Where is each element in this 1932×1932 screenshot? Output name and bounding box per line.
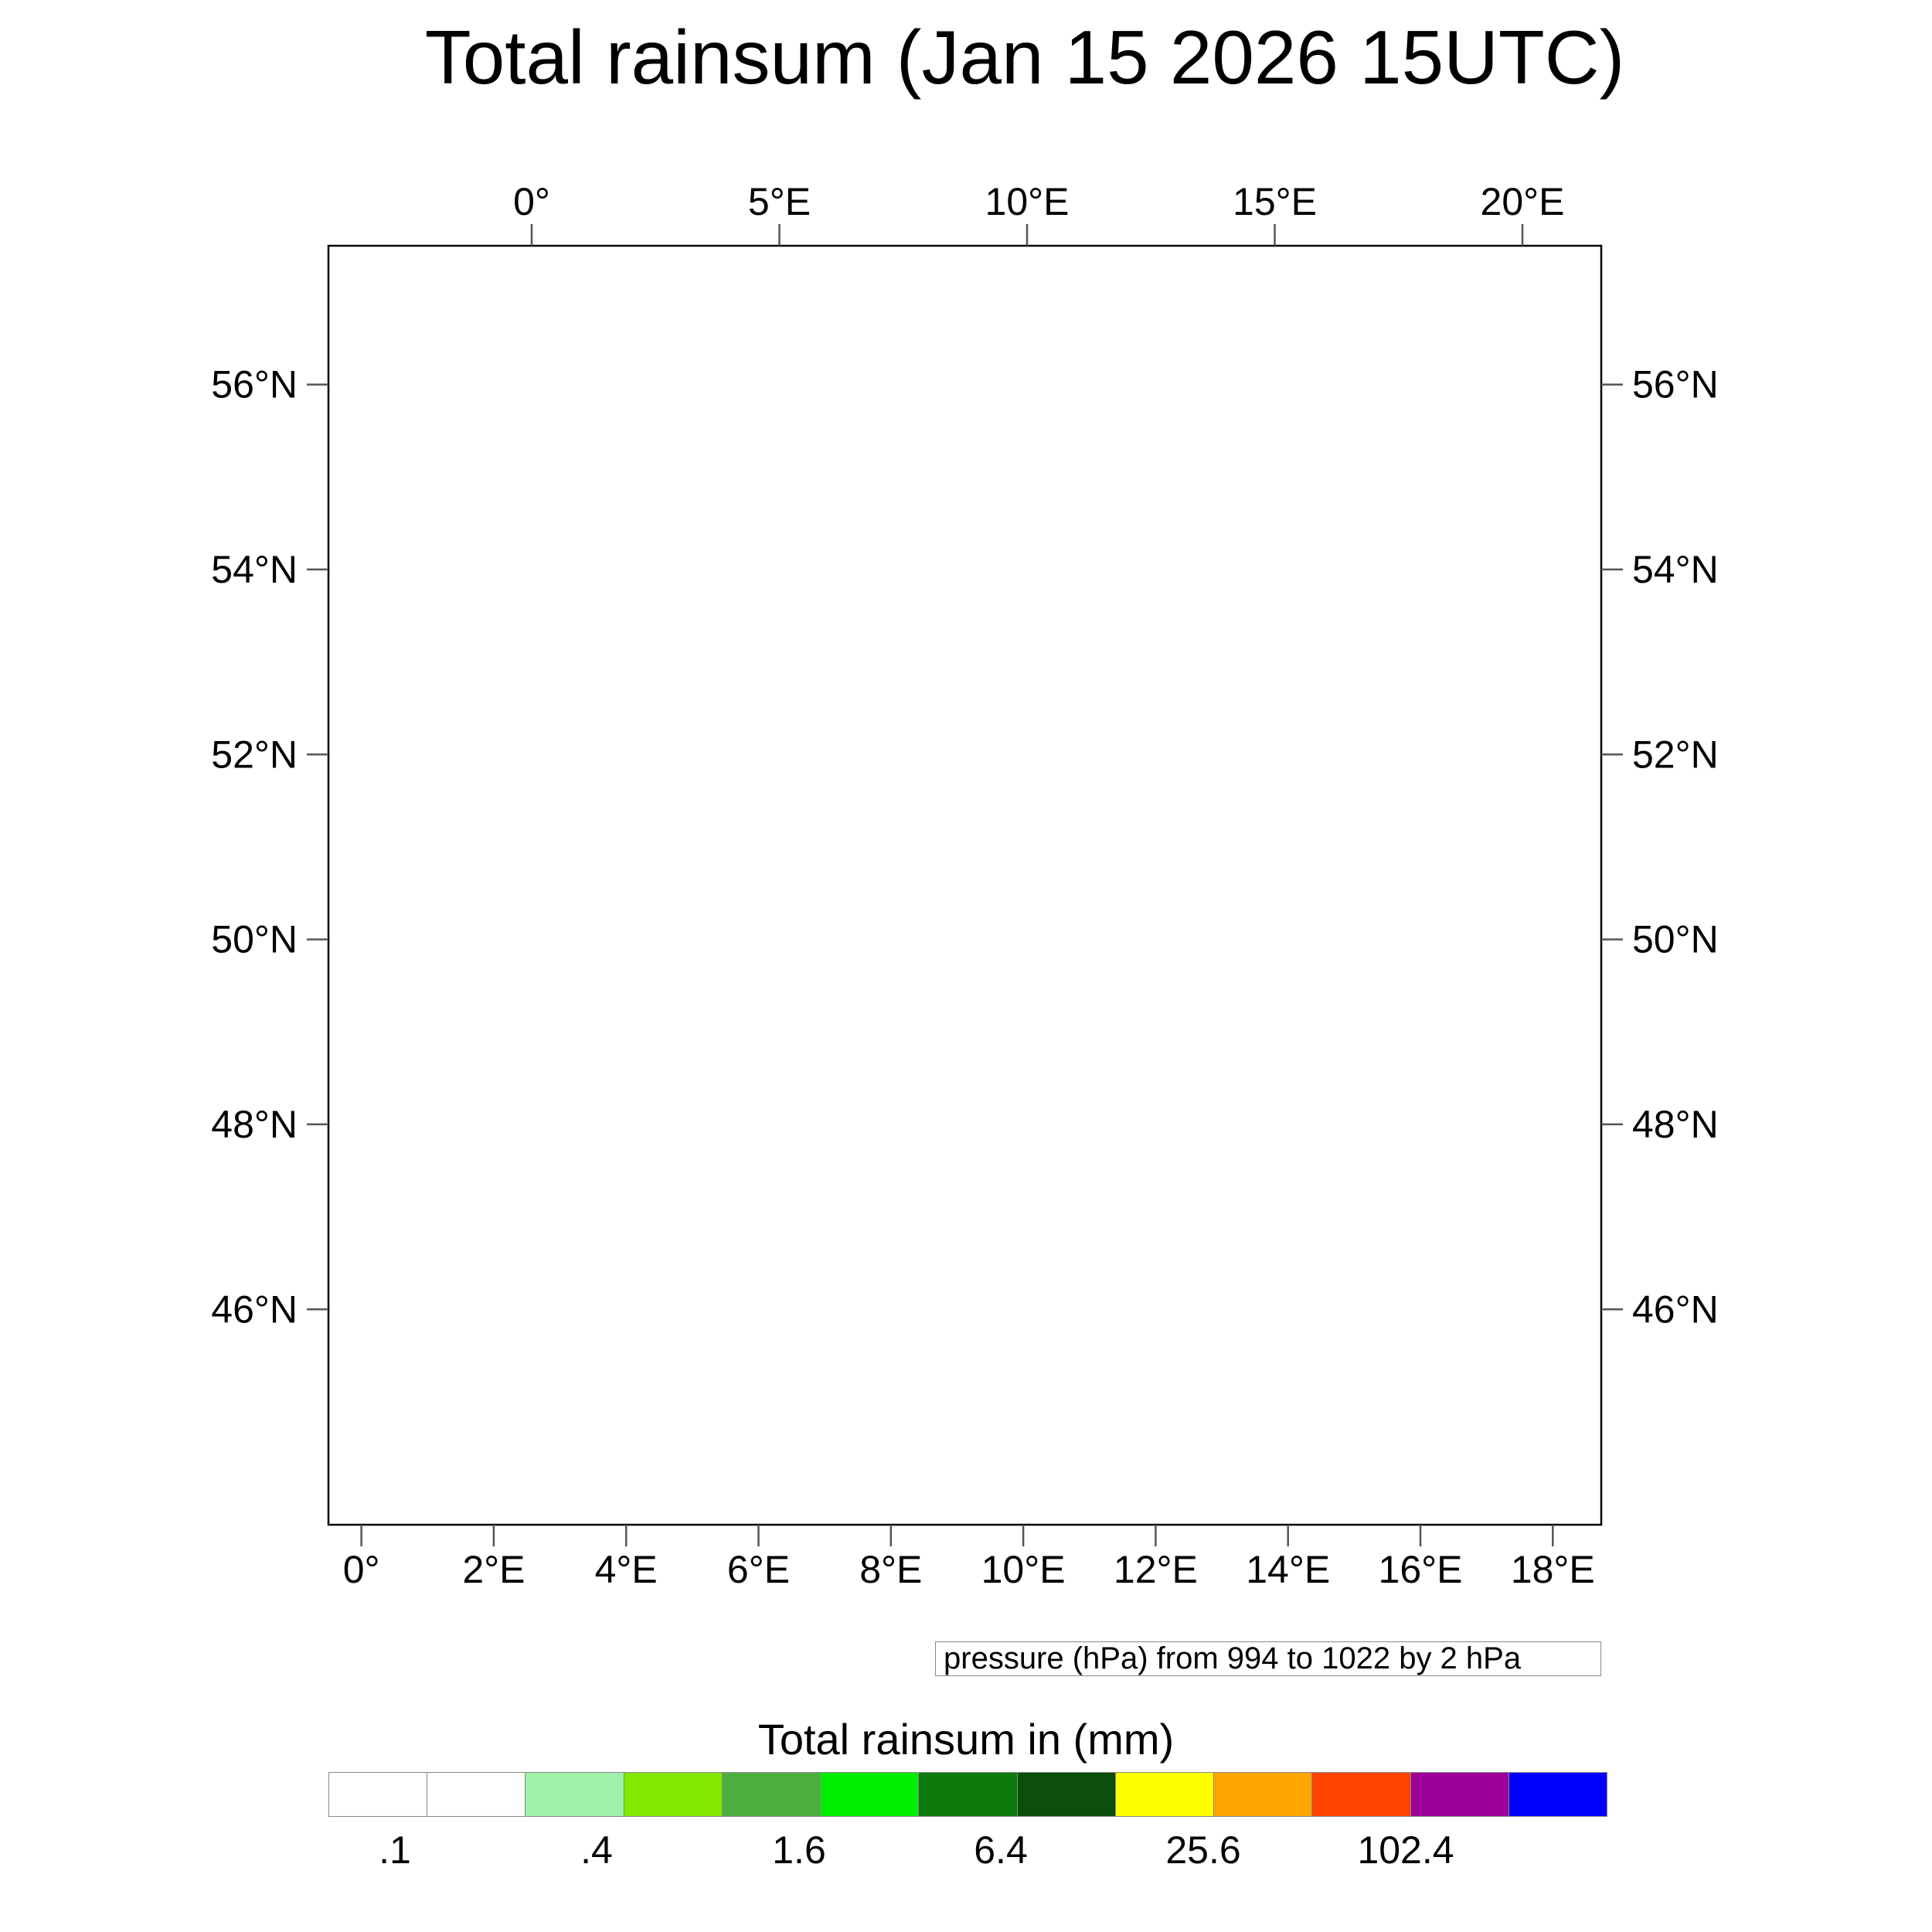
- svg-text:18°E: 18°E: [1511, 1548, 1595, 1591]
- svg-text:6°E: 6°E: [727, 1548, 790, 1591]
- svg-text:10°E: 10°E: [981, 1548, 1066, 1591]
- svg-text:0°: 0°: [343, 1548, 380, 1591]
- svg-text:48°N: 48°N: [211, 1103, 298, 1146]
- svg-text:12°E: 12°E: [1114, 1548, 1198, 1591]
- svg-text:46°N: 46°N: [211, 1287, 298, 1331]
- svg-text:46°N: 46°N: [1632, 1287, 1719, 1331]
- svg-text:52°N: 52°N: [1632, 733, 1719, 776]
- svg-text:14°E: 14°E: [1246, 1548, 1330, 1591]
- svg-text:50°N: 50°N: [211, 918, 298, 961]
- svg-text:2°E: 2°E: [462, 1548, 525, 1591]
- svg-text:56°N: 56°N: [211, 363, 298, 406]
- svg-text:16°E: 16°E: [1379, 1548, 1463, 1591]
- svg-text:52°N: 52°N: [211, 733, 298, 776]
- svg-text:0°: 0°: [513, 180, 550, 223]
- svg-text:48°N: 48°N: [1632, 1103, 1719, 1146]
- svg-text:5°E: 5°E: [748, 180, 811, 223]
- svg-text:54°N: 54°N: [1632, 548, 1719, 591]
- svg-text:50°N: 50°N: [1632, 918, 1719, 961]
- svg-text:8°E: 8°E: [859, 1548, 922, 1591]
- svg-text:56°N: 56°N: [1632, 363, 1719, 406]
- svg-text:20°E: 20°E: [1481, 180, 1565, 223]
- svg-text:54°N: 54°N: [211, 548, 298, 591]
- svg-text:10°E: 10°E: [985, 180, 1070, 223]
- svg-text:4°E: 4°E: [595, 1548, 658, 1591]
- svg-text:15°E: 15°E: [1233, 180, 1317, 223]
